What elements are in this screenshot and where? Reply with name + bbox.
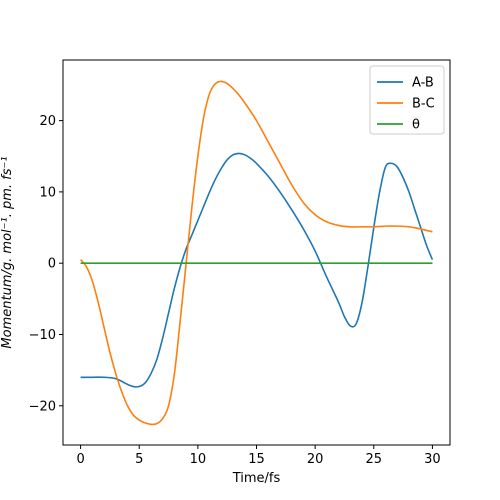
legend-entry: B-C bbox=[412, 97, 435, 112]
legend-entry: A-B bbox=[412, 76, 434, 91]
x-tick-label: 15 bbox=[248, 452, 265, 467]
x-axis: 0 5 10 15 20 25 30 bbox=[76, 445, 441, 467]
x-tick-label: 10 bbox=[190, 452, 207, 467]
x-tick-label: 20 bbox=[307, 452, 324, 467]
legend-entry: θ bbox=[412, 118, 420, 133]
y-axis: −20 −10 0 10 20 bbox=[29, 114, 63, 414]
x-tick-label: 0 bbox=[76, 452, 84, 467]
y-tick-label: 20 bbox=[39, 114, 56, 129]
y-tick-label: 10 bbox=[39, 185, 56, 200]
x-tick-label: 5 bbox=[135, 452, 143, 467]
plot-marks bbox=[79, 80, 434, 426]
legend: A-B B-C θ bbox=[369, 65, 445, 135]
y-tick-label: 0 bbox=[48, 257, 56, 272]
x-axis-label: Time/fs bbox=[232, 471, 281, 486]
y-tick-label: −20 bbox=[29, 399, 56, 414]
series-line-0 bbox=[80, 152, 434, 388]
series-line-1 bbox=[79, 80, 433, 426]
y-tick-label: −10 bbox=[29, 328, 56, 343]
x-tick-label: 25 bbox=[365, 452, 382, 467]
legend-box bbox=[369, 65, 445, 135]
x-tick-label: 30 bbox=[424, 452, 441, 467]
y-axis-label: Momentum/g. mol⁻¹. pm. fs⁻¹ bbox=[0, 156, 15, 348]
